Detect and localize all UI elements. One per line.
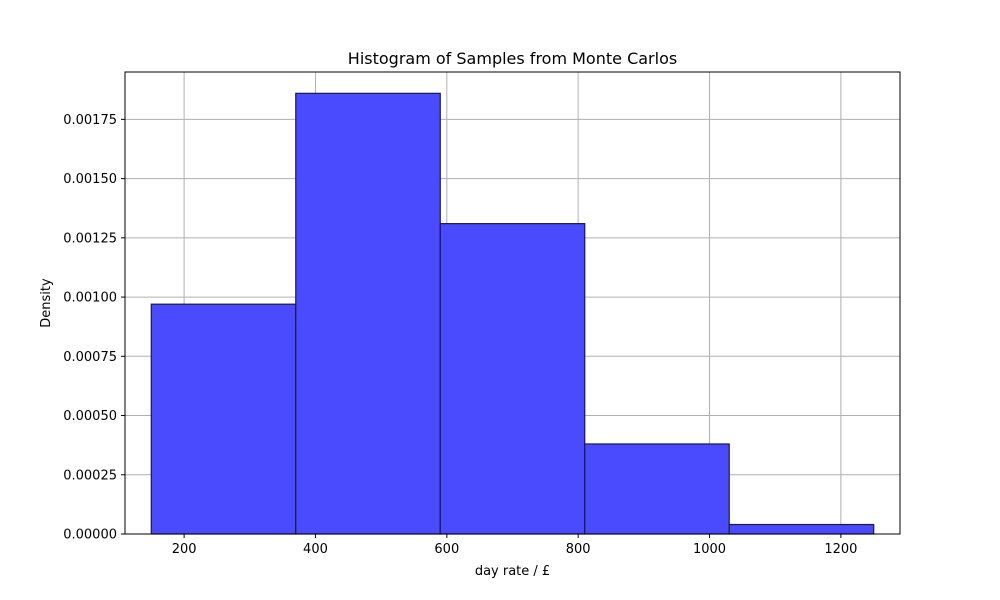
plot-area-frame <box>124 71 901 535</box>
y-axis-ticks: 0.00000 0.00025 0.00050 0.00075 0.00100 0.001… <box>63 113 125 543</box>
histogram-bars <box>150 92 875 535</box>
histogram-bar-2 <box>295 92 441 535</box>
x-tick-label-3: 800 <box>566 542 591 557</box>
y-tick-label-4: 0.00100 <box>63 291 117 306</box>
chart-title: Histogram of Samples from Monte Carlos <box>348 49 677 68</box>
histogram-bar-4 <box>584 443 730 535</box>
x-tick-label-1: 400 <box>303 542 328 557</box>
x-tick-label-5: 1200 <box>824 542 857 557</box>
y-tick-label-1: 0.00025 <box>63 468 117 483</box>
histogram-bar-1 <box>150 303 297 535</box>
x-tick-label-0: 200 <box>172 542 197 557</box>
y-tick-label-3: 0.00075 <box>63 350 117 365</box>
x-axis-title: day rate / £ <box>475 564 550 579</box>
histogram-bar-5 <box>728 523 875 535</box>
y-tick-label-5: 0.00125 <box>63 231 117 246</box>
y-axis-title: Density <box>39 278 54 328</box>
x-tick-label-4: 1000 <box>693 542 726 557</box>
y-tick-label-6: 0.00150 <box>63 172 117 187</box>
y-tick-label-2: 0.00050 <box>63 409 117 424</box>
x-tick-label-2: 600 <box>434 542 459 557</box>
y-tick-label-0: 0.00000 <box>63 528 117 543</box>
y-tick-label-7: 0.00175 <box>63 113 117 128</box>
histogram-bar-3 <box>439 223 586 535</box>
x-axis-ticks: 200 400 600 800 1000 1200 <box>172 534 857 557</box>
